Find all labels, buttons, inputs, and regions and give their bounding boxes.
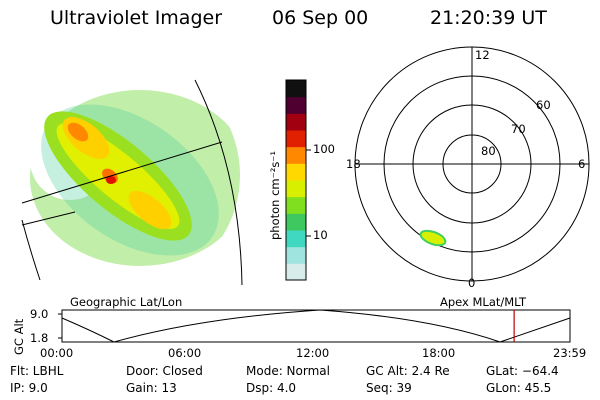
- timeline-left-title: Geographic Lat/Lon: [70, 295, 183, 309]
- timeline-x-tick-4: 23:59: [553, 346, 587, 360]
- polar-lat-70: 70: [511, 122, 526, 136]
- aurora-spot: [419, 229, 447, 247]
- colorbar-segment: [286, 80, 306, 98]
- colorbar-segment: [286, 96, 306, 114]
- polar-label-18: 18: [346, 157, 361, 171]
- time-label: 21:20:39 UT: [430, 7, 547, 29]
- polar-label-12: 12: [475, 48, 490, 62]
- info-door: Door: Closed: [126, 364, 203, 378]
- colorbar-segment: [286, 130, 306, 148]
- info-glon: GLon: 45.5: [486, 381, 552, 395]
- polar-label-0: 0: [468, 276, 476, 290]
- colorbar-segment: [286, 246, 306, 264]
- date-label: 06 Sep 00: [272, 7, 369, 29]
- polar-label-6: 6: [578, 157, 586, 171]
- colorbar-segment: [286, 113, 306, 131]
- geographic-image: [21, 79, 243, 286]
- colorbar-segment: [286, 263, 306, 281]
- polar-lat-60: 60: [536, 98, 551, 112]
- timeline-plot: [58, 309, 571, 343]
- timeline-x-tick-2: 12:00: [296, 346, 330, 360]
- info-gain: Gain: 13: [126, 381, 177, 395]
- colorbar-segment: [286, 196, 306, 214]
- colorbar-segment: [286, 180, 306, 198]
- timeline-x-tick-0: 00:00: [40, 346, 74, 360]
- info-glat: GLat: −64.4: [486, 364, 559, 378]
- info-gcalt: GC Alt: 2.4 Re: [366, 364, 450, 378]
- colorbar-segment: [286, 163, 306, 181]
- colorbar: [285, 79, 307, 281]
- polar-plot: [354, 46, 590, 282]
- timeline-y-axis-label: GC Alt: [12, 318, 26, 355]
- info-mode: Mode: Normal: [246, 364, 330, 378]
- colorbar-label-10: 10: [313, 228, 328, 242]
- timeline-x-tick-3: 18:00: [422, 346, 456, 360]
- timeline-y-tick-bottom: 1.8: [30, 331, 49, 345]
- timeline-right-title: Apex MLat/MLT: [440, 295, 527, 309]
- info-ip: IP: 9.0: [10, 381, 48, 395]
- polar-lat-80: 80: [481, 144, 496, 158]
- colorbar-segment: [286, 213, 306, 231]
- info-dsp: Dsp: 4.0: [246, 381, 297, 395]
- colorbar-segment: [286, 230, 306, 248]
- instrument-title: Ultraviolet Imager: [50, 7, 223, 29]
- colorbar-unit-label: photon cm⁻²s⁻¹: [268, 151, 282, 240]
- info-seq: Seq: 39: [366, 381, 412, 395]
- colorbar-segment: [286, 146, 306, 164]
- timeline-x-tick-1: 06:00: [168, 346, 202, 360]
- info-flt: Flt: LBHL: [10, 364, 64, 378]
- colorbar-label-100: 100: [313, 142, 335, 156]
- timeline-y-tick-top: 9.0: [30, 307, 49, 321]
